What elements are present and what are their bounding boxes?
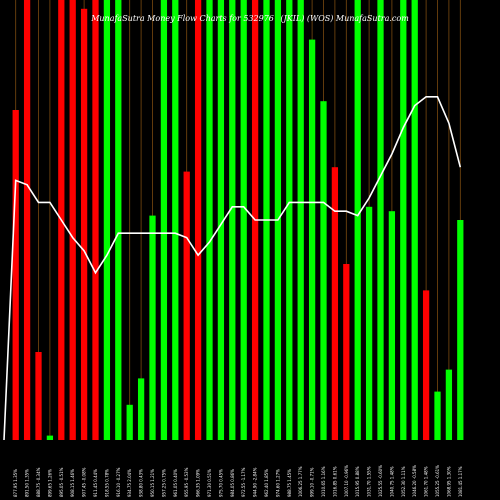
x-tick-label: 891.50 1.35%	[25, 469, 30, 497]
x-tick-label: 899.65 1.26%	[47, 469, 52, 497]
x-tick-label: 972.55 -1.17%	[241, 467, 246, 497]
money-flow-bar	[445, 369, 453, 440]
line-layer	[3, 96, 462, 441]
money-flow-bar	[206, 0, 213, 440]
x-tick-label: 999.10 -0.71%	[310, 467, 315, 497]
x-tick-label: 1010.65 1.16%	[321, 466, 326, 497]
money-flow-bar	[92, 0, 99, 440]
money-flow-bar	[297, 0, 304, 440]
money-flow-bar	[457, 220, 464, 440]
x-tick-label: 950.15 1.21%	[150, 469, 155, 497]
money-flow-line	[3, 96, 462, 441]
x-tick-label: 971.30 0.51%	[207, 469, 212, 497]
x-tick-label: 1007.10 -0.96%	[344, 465, 349, 497]
x-tick-label: 974.60 1.27%	[275, 469, 280, 497]
x-tick-label: 961.05 0.40%	[173, 469, 178, 497]
money-flow-bar	[149, 215, 156, 440]
money-flow-bar	[103, 0, 111, 440]
x-tick-label: 908.15 1.46%	[70, 469, 75, 497]
money-flow-bar	[320, 101, 327, 440]
x-tick-label: 907.45 -0.08%	[82, 467, 87, 497]
money-flow-bar	[126, 404, 133, 440]
x-tick-label: 918.55 0.78%	[104, 469, 109, 497]
money-flow-bar	[229, 0, 236, 440]
x-tick-label: 1061.70 1.48%	[424, 466, 429, 497]
x-tick-label: 1081.45 1.17%	[458, 466, 463, 497]
money-flow-bar	[183, 171, 190, 440]
chart-title: MunafaSutra Money Flow Charts for 532976…	[0, 14, 500, 23]
money-flow-bar	[35, 352, 42, 440]
x-tick-label: 962.40 1.85%	[264, 469, 269, 497]
money-flow-bar	[137, 378, 145, 440]
x-tick-label: 911.45 0.44%	[93, 469, 98, 497]
money-flow-bar	[217, 0, 225, 440]
x-tick-label: 1006.25 1.77%	[298, 466, 303, 497]
money-flow-bar	[308, 39, 316, 440]
money-flow-bar	[400, 0, 407, 440]
x-tick-label: 984.05 0.86%	[230, 469, 235, 497]
money-flow-bar	[172, 0, 179, 440]
x-tick-label: 1055.25 -0.61%	[435, 465, 440, 497]
x-tick-label: 1016.85 0.61%	[332, 466, 337, 497]
chart-title-left: MunafaSutra Money Flow Charts for 532976	[91, 14, 274, 23]
bar-layer	[12, 0, 464, 441]
money-flow-bar	[343, 264, 350, 440]
x-tick-label: 1025.55 -0.60%	[378, 465, 383, 497]
money-flow-bar	[80, 8, 88, 441]
x-tick-label: 1031.70 1.55%	[367, 466, 372, 497]
money-flow-bar	[160, 0, 168, 440]
x-tick-label: 966.35 1.09%	[196, 469, 201, 497]
x-tick-label: 1015.95 0.88%	[355, 466, 360, 497]
money-flow-bar	[23, 0, 31, 440]
money-flow-bar	[422, 290, 430, 440]
money-flow-bar	[354, 0, 361, 440]
money-flow-bar	[12, 110, 19, 440]
x-tick-label: 988.75 1.45%	[287, 469, 292, 497]
x-tick-label: 944.90 -2.84%	[253, 467, 258, 497]
money-flow-bar	[377, 0, 384, 440]
tick-label-layer: 877.95 1.35% 891.50 1.35% 888.75 -0.34% 899…	[13, 465, 463, 497]
money-flow-bar	[388, 211, 396, 440]
x-tick-label: 938.80 0.43%	[139, 469, 144, 497]
money-flow-bar	[46, 435, 54, 440]
x-tick-label: 1052.30 1.11%	[401, 466, 406, 497]
money-flow-bar	[434, 391, 441, 440]
x-tick-label: 877.95 1.35%	[13, 469, 18, 497]
money-flow-bar	[69, 0, 76, 440]
money-flow-bar	[411, 0, 418, 440]
money-flow-bar	[194, 0, 202, 440]
x-tick-label: 916.10 -0.27%	[116, 467, 121, 497]
x-tick-label: 895.05 -0.51%	[59, 467, 64, 497]
money-flow-bar	[115, 0, 122, 440]
chart-title-right: (JKIL) (WOS) MunafaSutra.com	[280, 14, 409, 23]
x-tick-label: 888.75 -0.34%	[36, 467, 41, 497]
money-flow-bar	[286, 0, 293, 440]
x-tick-label: 975.70 0.45%	[218, 469, 223, 497]
money-flow-bar	[240, 0, 247, 440]
x-tick-label: 955.95 -0.53%	[184, 467, 189, 497]
x-tick-label: 934.75 2.04%	[127, 469, 132, 497]
x-tick-label: 1068.95 1.30%	[446, 466, 451, 497]
x-tick-label: 1046.20 -0.58%	[412, 465, 417, 497]
x-tick-label: 957.25 0.75%	[161, 469, 166, 497]
money-flow-bar	[331, 167, 339, 440]
money-flow-bar	[365, 206, 373, 440]
x-tick-label: 1040.75 1.48%	[389, 466, 394, 497]
